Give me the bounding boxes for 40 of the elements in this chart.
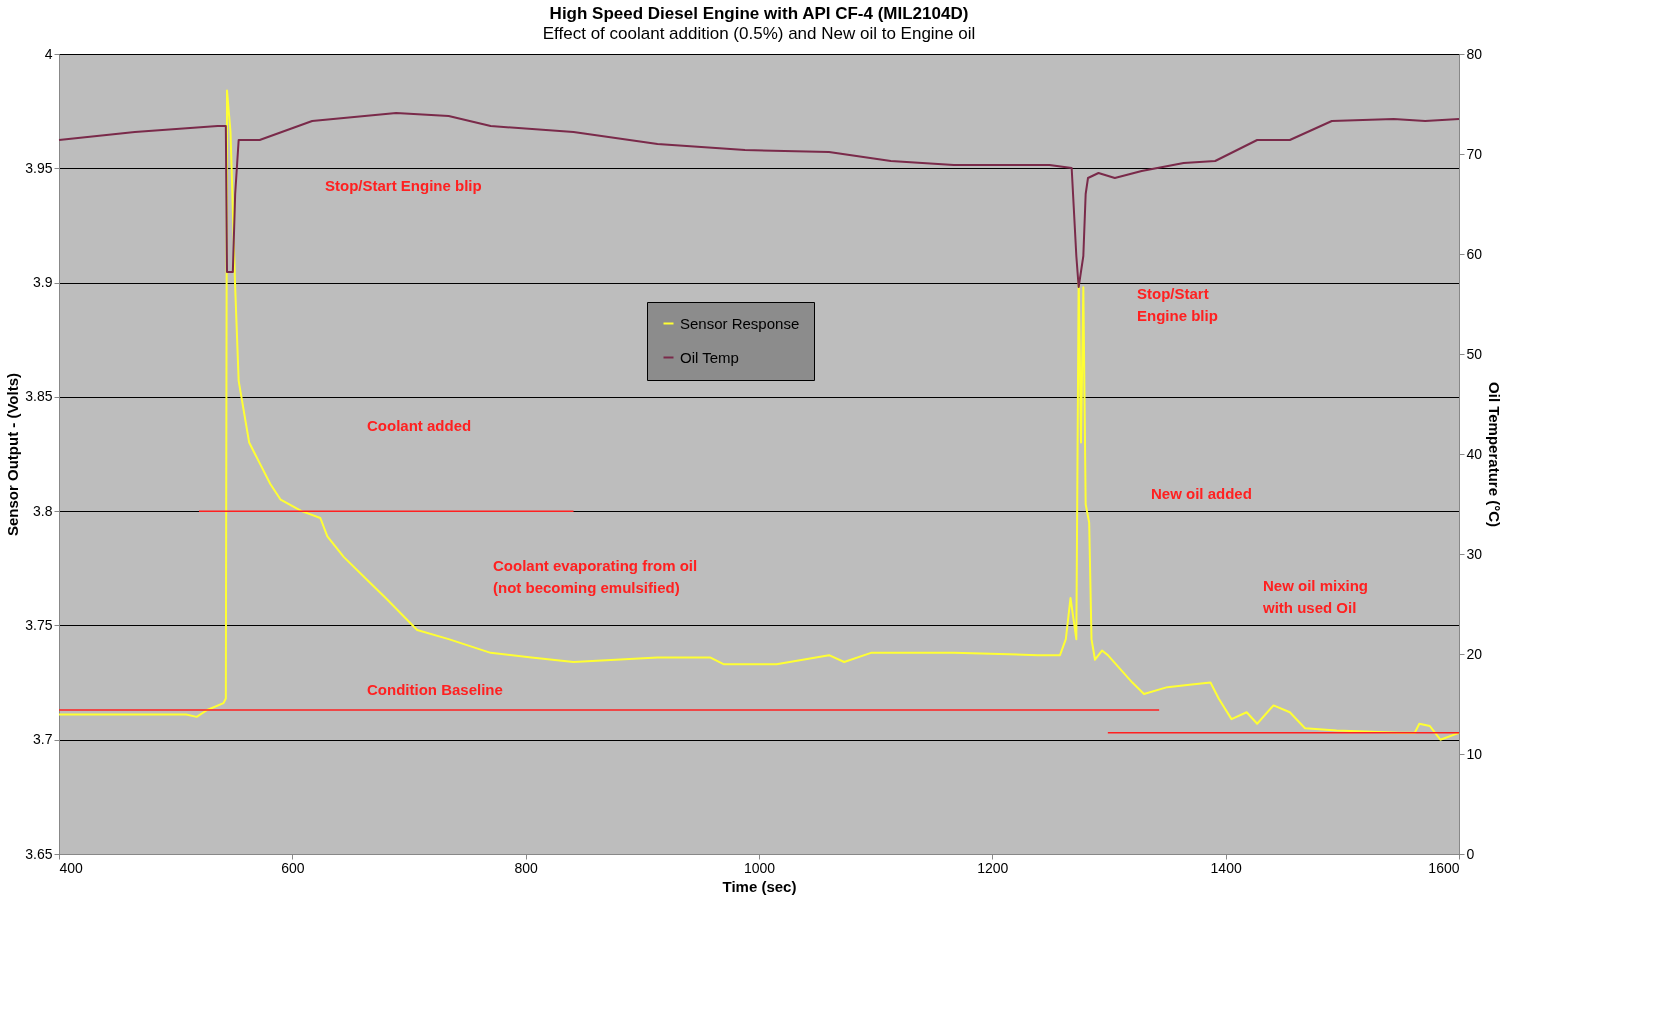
y2-tick-label: 30: [1466, 545, 1483, 562]
legend-label: Oil Temp: [680, 348, 739, 366]
y2-tick-label: 60: [1466, 245, 1483, 262]
x-tick-label: 1600: [1428, 859, 1460, 876]
y-tick-label: 3.65: [25, 845, 53, 862]
y2-tick-label: 10: [1466, 745, 1483, 762]
x-tick-label: 1400: [1210, 859, 1242, 876]
annotation: Stop/Start Engine blip: [1137, 285, 1218, 324]
y-tick-label: 3.7: [33, 731, 53, 748]
y2-tick-label: 80: [1466, 45, 1483, 62]
x-axis-title: Time (sec): [722, 877, 797, 895]
annotation: New oil added: [1151, 485, 1252, 502]
chart-subtitle: Effect of coolant addition (0.5%) and New oil to Engine oil: [542, 24, 976, 43]
x-tick-label: 600: [281, 859, 305, 876]
line-series: [58, 112, 1460, 288]
x-tick-label: 1200: [977, 859, 1009, 876]
y2-tick-label: 70: [1466, 145, 1483, 162]
y2-tick-label: 50: [1466, 345, 1483, 362]
y2-tick-label: 0: [1466, 845, 1475, 862]
y-axis-title: Sensor Output - (Volts): [4, 372, 22, 537]
y2-tick-label: 20: [1466, 645, 1483, 662]
x-tick-label: 1000: [743, 859, 776, 876]
annotation: New oil mixing with used Oil: [1262, 577, 1369, 616]
annotation: Stop/Start Engine blip: [325, 177, 482, 194]
y-tick-label: 4: [44, 45, 53, 62]
y2-axis-title: Oil Temperature (°C): [1486, 382, 1504, 527]
annotation: Coolant evaporating from oil (not becoming emulsified): [493, 557, 698, 596]
y2-tick-label: 40: [1466, 445, 1483, 462]
y-tick-label: 3.8: [33, 502, 53, 519]
y-tick-label: 3.9: [33, 274, 53, 291]
x-tick-label: 400: [59, 859, 84, 876]
y-tick-label: 3.85: [25, 388, 53, 405]
annotation: Coolant added: [367, 417, 472, 434]
y-tick-label: 3.95: [25, 159, 53, 176]
annotation: Condition Baseline: [367, 681, 503, 698]
line-series: [58, 89, 1460, 741]
legend-label: Sensor Response: [680, 314, 800, 332]
y-tick-label: 3.75: [25, 616, 53, 633]
x-tick-label: 800: [514, 859, 539, 876]
chart-title: High Speed Diesel Engine with API CF-4 (MIL2104D): [549, 4, 969, 23]
